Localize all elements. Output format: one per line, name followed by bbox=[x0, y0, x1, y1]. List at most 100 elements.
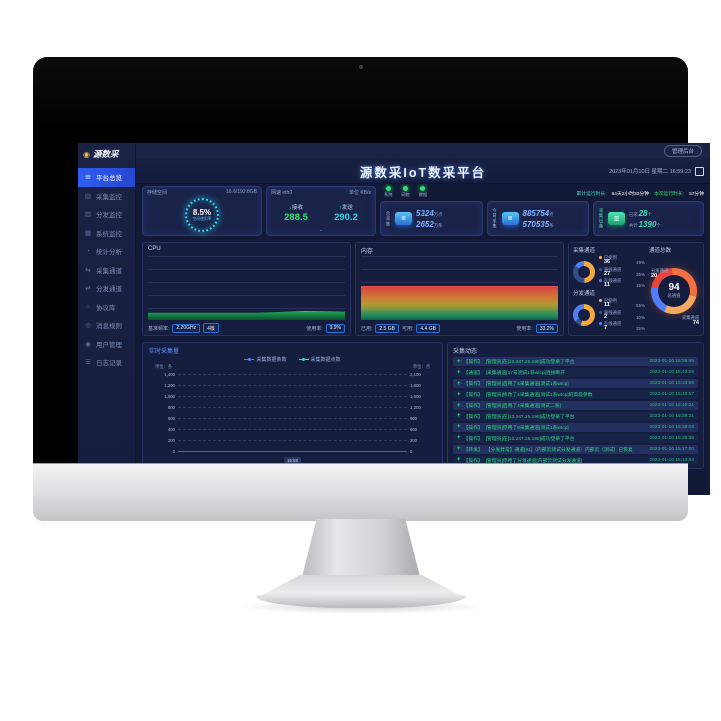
sidebar-item-label: 用户管理 bbox=[96, 341, 122, 349]
sidebar-item-collect-channel[interactable]: ⇆ 采集通道 bbox=[78, 261, 135, 280]
plus-icon: + bbox=[457, 435, 461, 442]
log-row[interactable]: + 【转发】 【分发异常】通道[91]（内部云测试分发通道）内部云（测试）已恢复… bbox=[453, 444, 698, 455]
upload-arrow-icon: ↑ bbox=[339, 204, 342, 211]
collect-channel-title: 采集通道 bbox=[573, 248, 596, 254]
cpu-cores-chip: 4核 bbox=[203, 323, 219, 333]
sidebar-item-user-management[interactable]: ◉ 用户管理 bbox=[78, 335, 135, 354]
dispatch-count-label: 分发通道 20 bbox=[651, 268, 669, 279]
plus-icon: + bbox=[457, 380, 461, 387]
home-icon: ⌂ bbox=[86, 303, 90, 311]
network-card: 网速 eth0 单位 KB/s ↓接收 288.5 ↑发送 2 bbox=[266, 186, 376, 236]
top-strip: 管理后台 bbox=[136, 143, 710, 159]
status-dots: 系统 网络 数据 bbox=[380, 186, 589, 201]
pager-dash[interactable]: - bbox=[320, 228, 322, 234]
sidebar-item-message-rules[interactable]: ◎ 消息规则 bbox=[78, 316, 135, 335]
logo-icon: ◉ bbox=[83, 149, 90, 159]
sidebar-item-platform-overview[interactable]: ⊞ 平台总览 bbox=[78, 168, 135, 187]
storage-gauge: 8.5% 空间使用率 bbox=[185, 197, 219, 232]
swap-icon: ⇄ bbox=[85, 285, 91, 293]
monitor-icon: ▤ bbox=[84, 192, 92, 200]
sidebar-item-protocol-lib[interactable]: ⌂ 协议库 bbox=[78, 298, 135, 317]
status-dot-icon bbox=[403, 186, 409, 191]
storage-title: 存储空间 bbox=[147, 190, 168, 196]
grid-icon: ⊞ bbox=[85, 174, 91, 182]
plus-icon: + bbox=[457, 369, 461, 376]
monitor-stand-foot bbox=[256, 592, 466, 608]
recv-value: 288.5 bbox=[284, 211, 308, 223]
log-row[interactable]: + 【操作】 [管理员]启用了4采集通道[测试1系wtcp] 2023-01-1… bbox=[453, 378, 698, 389]
cpu-chart bbox=[148, 256, 345, 320]
device-icon: ▥ bbox=[608, 212, 625, 225]
memory-free-chip: 4.4 GB bbox=[416, 324, 440, 333]
sidebar-item-label: 消息规则 bbox=[96, 323, 122, 331]
uptime-total-value: 64天2小时33分钟 bbox=[611, 192, 649, 197]
sidebar-item-dispatch-channel[interactable]: ⇄ 分发通道 bbox=[78, 279, 135, 298]
monitor-chin bbox=[33, 463, 688, 521]
legend-item-records[interactable]: 采集数据条数 bbox=[244, 356, 287, 363]
legend-swatch bbox=[599, 279, 602, 282]
channel-total-donut: 94 总通道 bbox=[651, 268, 697, 314]
monitor-stand-neck bbox=[301, 519, 421, 581]
log-row[interactable]: + 【操作】 [管理员]在[13.247.25.190]成功登录了平台 2023… bbox=[453, 433, 698, 444]
memory-chart bbox=[361, 256, 558, 320]
sidebar-item-log-records[interactable]: ☰ 日志记录 bbox=[78, 353, 135, 372]
user-icon: ◉ bbox=[85, 340, 91, 348]
memory-used-chip: 2.5 GB bbox=[375, 324, 399, 333]
activity-title: 采集动态 bbox=[453, 349, 478, 355]
cpu-usage-area bbox=[148, 311, 345, 320]
plus-icon: + bbox=[457, 457, 461, 464]
sidebar: ◉ 源数采 ⊞ 平台总览 ▤ 采集监控 ▥ 分发监控 bbox=[78, 143, 136, 495]
log-row[interactable]: + 【操作】 [管理员]在[13.247.25.190]成功登录了平台 2023… bbox=[453, 357, 698, 367]
sidebar-item-label: 日志记录 bbox=[96, 360, 122, 368]
plus-icon: + bbox=[457, 424, 461, 431]
memory-used-label: 已用: bbox=[361, 326, 373, 332]
plus-icon: + bbox=[457, 358, 461, 365]
total-collect-card: 总采集 ≣ 5324万点 2652万条 bbox=[380, 201, 483, 236]
sidebar-item-dispatch-monitor[interactable]: ▥ 分发监控 bbox=[78, 205, 135, 224]
log-row[interactable]: + 【操作】 [管理员]停用了分发通道[内部云测试分发通道] 2023-01-1… bbox=[453, 455, 698, 466]
today-records: 570535 bbox=[522, 219, 550, 229]
network-unit: 单位 KB/s bbox=[349, 190, 371, 196]
sidebar-item-statistics[interactable]: ◔ 统计分析 bbox=[78, 242, 135, 261]
storage-caption: 空间使用率 bbox=[192, 216, 212, 221]
collect-stats-group: 系统 网络 数据 bbox=[380, 186, 589, 236]
sidebar-item-label: 采集监控 bbox=[96, 193, 122, 201]
cpu-title: CPU bbox=[148, 246, 161, 252]
download-arrow-icon: ↓ bbox=[289, 204, 292, 211]
sidebar-item-collect-monitor[interactable]: ▤ 采集监控 bbox=[78, 187, 135, 206]
log-row[interactable]: + 【操作】 [管理员]停用了8采集通道[测试1系wtcp] 2023-01-1… bbox=[453, 422, 698, 433]
legend-item-points[interactable]: 采集数据点数 bbox=[298, 356, 341, 363]
log-row[interactable]: + 【通道】 [采集通道[17号测试1系wtcp]连接断开 2023-01-10… bbox=[453, 367, 698, 378]
cpu-usage-chip: 9.9% bbox=[325, 323, 345, 333]
total-records: 2652 bbox=[416, 219, 434, 229]
page-title: 源数采IoT数采平台 bbox=[359, 165, 487, 180]
bottom-row: 实时采集量 采集数据条数 采集数据点数 bbox=[142, 342, 704, 469]
collect-channel-donut bbox=[573, 260, 595, 283]
total-collect-label: 总采集 bbox=[386, 210, 391, 227]
status-dot-icon bbox=[385, 186, 391, 191]
memory-panel: 内存 已用: 2.5 GB 可用: 4.4 GB 使用率: bbox=[355, 242, 564, 336]
log-row[interactable]: + 【操作】 [管理员]修改了4采集通道[测试1系wtcp]的高级参数 2023… bbox=[453, 389, 698, 400]
uptime-row: 累计运行时长: 64天2小时33分钟 本次运行时长: 57分钟 bbox=[576, 186, 704, 201]
storage-card: 存储空间 16.6/192.8GB 8.5% 空间使用率 bbox=[142, 186, 262, 236]
realtime-panel: 实时采集量 采集数据条数 采集数据点数 bbox=[142, 342, 443, 469]
today-collect-label: 今日采集 bbox=[492, 207, 498, 230]
chart-grid: 1,400 2,100 1,200 1,800 1,000 1,500 800 1,20… bbox=[164, 372, 421, 454]
dashboard-screen: ◉ 源数采 ⊞ 平台总览 ▤ 采集监控 ▥ 分发监控 bbox=[78, 143, 710, 495]
memory-usage-area bbox=[361, 286, 558, 320]
dispatch-channel-section: 分发通道 已使用 11 55% bbox=[573, 291, 645, 331]
rule-icon: ◎ bbox=[85, 322, 91, 330]
log-row[interactable]: + 【操作】 [管理员]启用了4采集通道[测试二系] 2023-01-10 15… bbox=[453, 400, 698, 411]
status-dot-label: 网络 bbox=[401, 192, 410, 197]
admin-backend-button[interactable]: 管理后台 bbox=[663, 145, 702, 157]
fullscreen-icon[interactable] bbox=[695, 166, 704, 176]
left-axis-unit: 单位：条 bbox=[155, 364, 173, 369]
plus-icon: + bbox=[457, 391, 461, 398]
app-logo: ◉ 源数采 bbox=[78, 143, 135, 165]
log-row[interactable]: + 【操作】 [管理员]在[13.247.25.190]成功登录了平台 2023… bbox=[453, 411, 698, 422]
sidebar-item-label: 分发监控 bbox=[96, 212, 122, 220]
sidebar-item-system-monitor[interactable]: ▦ 系统监控 bbox=[78, 224, 135, 243]
today-points: 885754 bbox=[522, 208, 550, 218]
devices-used: 28 bbox=[638, 208, 648, 218]
stats-row: 存储空间 16.6/192.8GB 8.5% 空间使用率 bbox=[142, 186, 704, 236]
